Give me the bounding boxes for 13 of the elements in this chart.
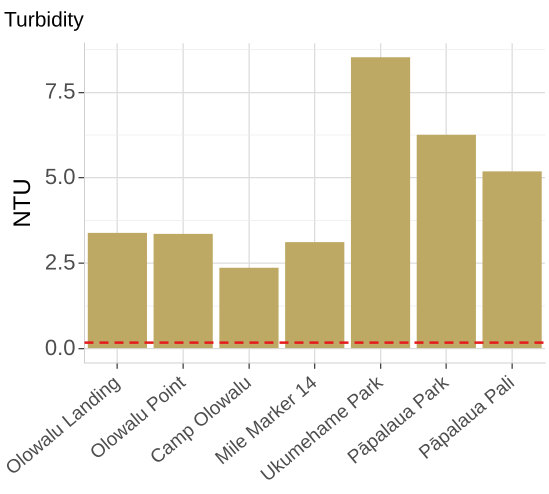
- y-tick-label: 2.5: [44, 249, 76, 274]
- bar: [285, 242, 344, 348]
- bar: [350, 57, 410, 348]
- y-tick-label: 5.0: [44, 164, 76, 189]
- y-axis-title: NTU: [9, 178, 36, 228]
- bar: [416, 134, 476, 348]
- bar: [154, 234, 213, 348]
- bar: [88, 232, 147, 348]
- bar: [219, 268, 279, 348]
- bar: [482, 171, 542, 348]
- y-tick-label: 0.0: [44, 334, 76, 360]
- chart-title: Turbidity: [4, 8, 84, 32]
- y-tick-label: 7.5: [44, 78, 76, 104]
